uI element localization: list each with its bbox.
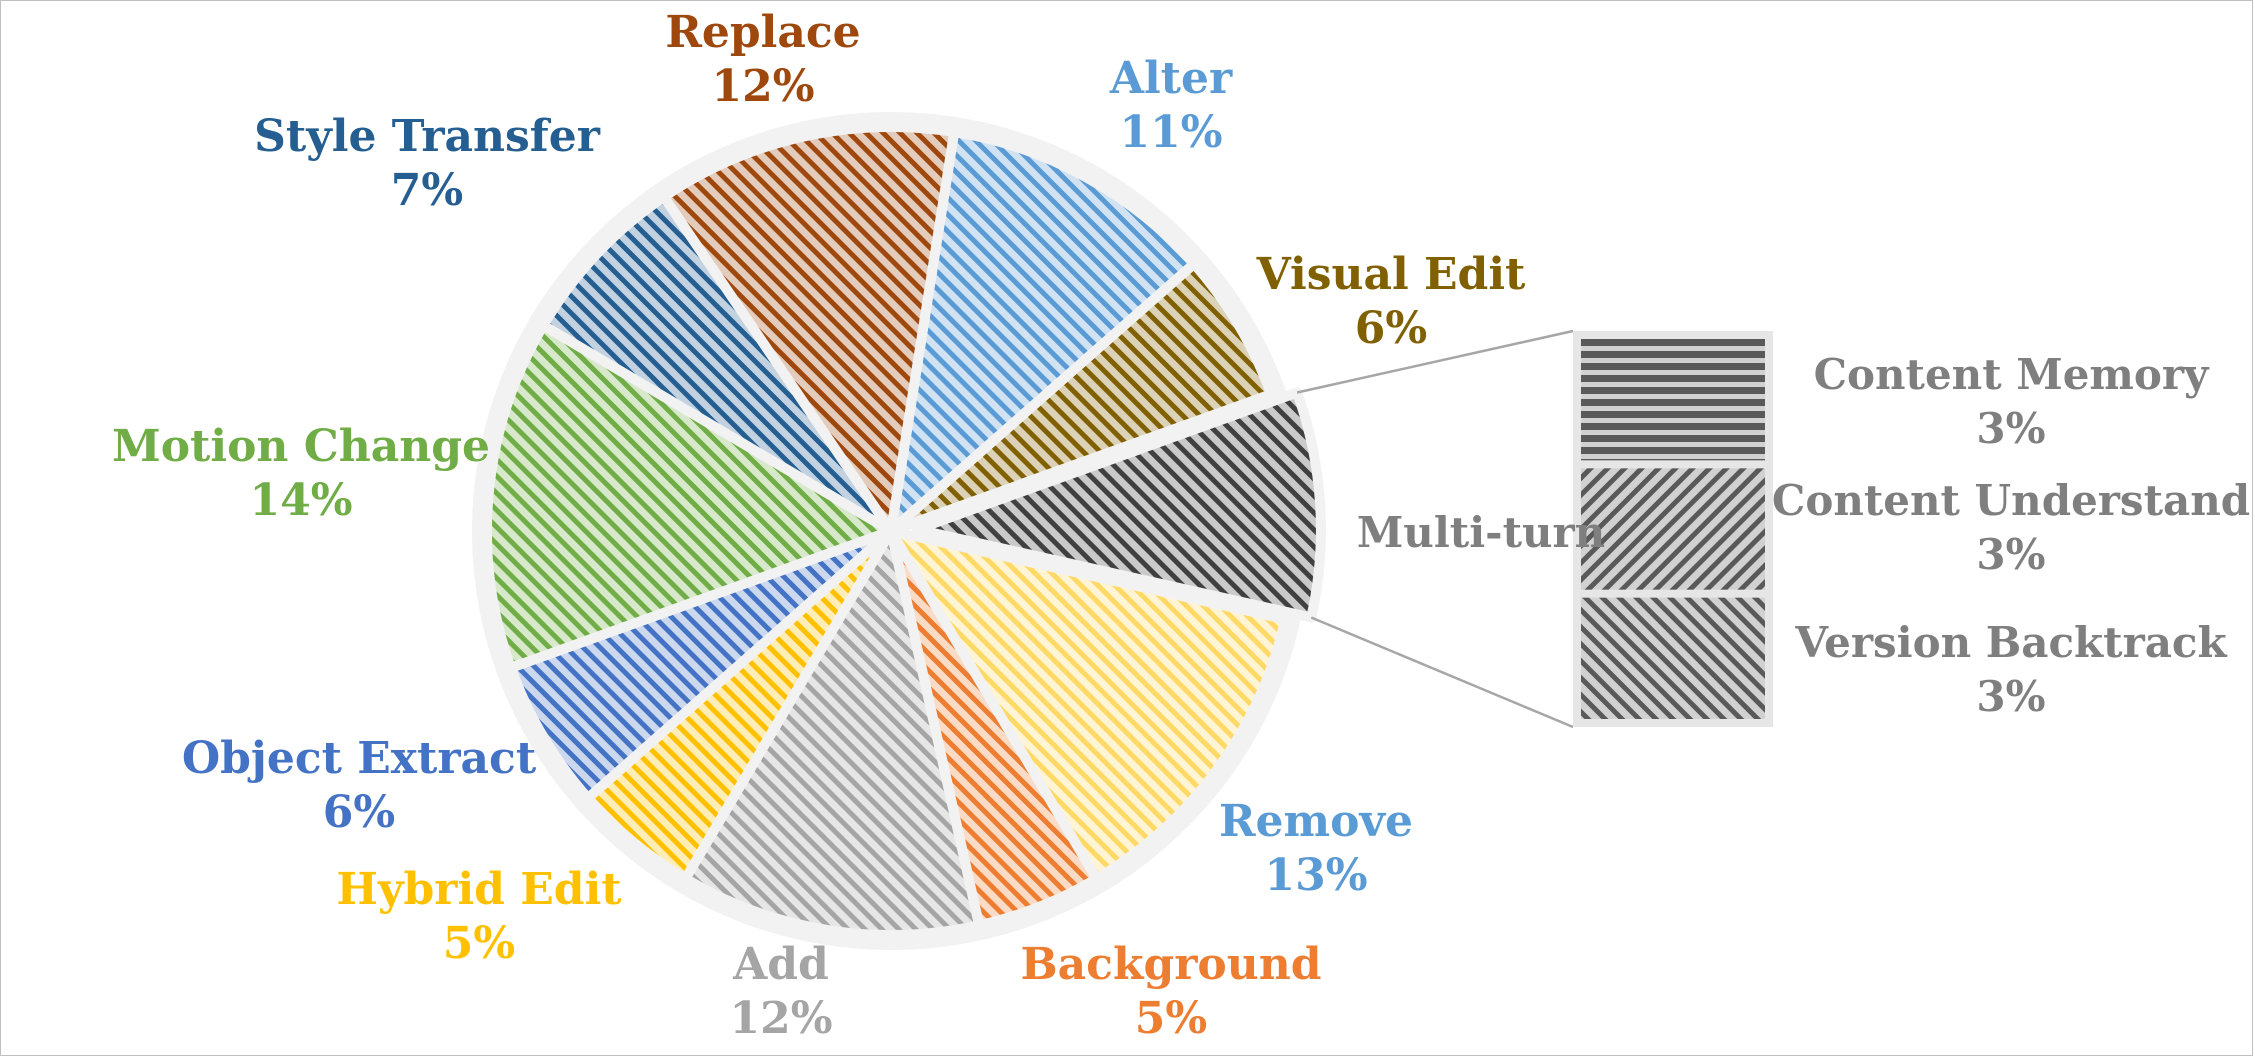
label-add: Add 12%: [729, 939, 832, 1044]
slice-remove: [886, 526, 1291, 884]
label-background: Background 5%: [1020, 939, 1321, 1044]
label-name-hybrid-edit: Hybrid Edit: [336, 864, 622, 915]
label-remove: Remove 13%: [1219, 796, 1413, 901]
slice-add: [680, 526, 985, 940]
label-name-content-understand: Content Understand: [1772, 476, 2250, 525]
label-name-style-transfer: Style Transfer: [254, 111, 601, 162]
label-multi-turn: Multi-turn: [1357, 508, 1605, 557]
label-value-content-understand: 3%: [1976, 530, 2045, 579]
label-version-backtrack: Version Backtrack 3%: [1794, 618, 2227, 721]
slice-replace: [658, 122, 960, 536]
slice-visual-edit: [886, 258, 1277, 536]
label-content-memory: Content Memory 3%: [1814, 350, 2210, 453]
label-value-alter: 11%: [1119, 107, 1222, 158]
label-name-remove: Remove: [1219, 796, 1413, 847]
slice-style-transfer: [538, 191, 896, 536]
label-value-add: 12%: [729, 993, 832, 1044]
bar-segment-version-backtrack: [1581, 597, 1765, 719]
connector-lines: [1296, 329, 1574, 729]
label-content-understand: Content Understand 3%: [1772, 476, 2250, 579]
slice-multi-turn: [911, 387, 1326, 623]
label-style-transfer: Style Transfer 7%: [254, 111, 601, 216]
bar-segment-content-understand: [1581, 468, 1765, 590]
label-value-hybrid-edit: 5%: [443, 918, 515, 969]
connector-line-bottom: [1310, 616, 1574, 729]
breakdown-bar: [1573, 331, 1773, 727]
label-name-object-extract: Object Extract: [182, 733, 537, 784]
label-value-style-transfer: 7%: [391, 165, 463, 216]
label-name-replace: Replace: [665, 7, 860, 58]
label-name-add: Add: [732, 939, 829, 990]
label-value-object-extract: 6%: [323, 787, 395, 838]
pie-slices: [472, 112, 1326, 950]
label-name-motion-change: Motion Change: [112, 421, 490, 472]
label-value-motion-change: 14%: [249, 475, 352, 526]
label-object-extract: Object Extract 6%: [182, 733, 537, 838]
bar-segment-content-memory: [1581, 339, 1765, 461]
label-name-content-memory: Content Memory: [1814, 350, 2210, 399]
label-name-alter: Alter: [1109, 53, 1233, 104]
slice-alter: [886, 126, 1200, 536]
label-value-remove: 13%: [1264, 850, 1367, 901]
label-alter: Alter 11%: [1109, 53, 1233, 158]
label-hybrid-edit: Hybrid Edit 5%: [336, 864, 622, 969]
label-replace: Replace 12%: [665, 7, 860, 112]
label-motion-change: Motion Change 14%: [112, 421, 490, 526]
connector-line-top: [1296, 329, 1574, 394]
slice-object-extract: [505, 526, 896, 804]
label-name-visual-edit: Visual Edit: [1256, 249, 1526, 300]
label-name-background: Background: [1020, 939, 1321, 990]
label-value-background: 5%: [1135, 993, 1207, 1044]
slice-motion-change: [482, 320, 896, 673]
label-value-replace: 12%: [711, 61, 814, 112]
label-value-version-backtrack: 3%: [1976, 672, 2045, 721]
label-value-content-memory: 3%: [1976, 404, 2045, 453]
label-visual-edit: Visual Edit 6%: [1256, 249, 1526, 354]
label-value-visual-edit: 6%: [1355, 303, 1427, 354]
label-name-version-backtrack: Version Backtrack: [1794, 618, 2227, 667]
